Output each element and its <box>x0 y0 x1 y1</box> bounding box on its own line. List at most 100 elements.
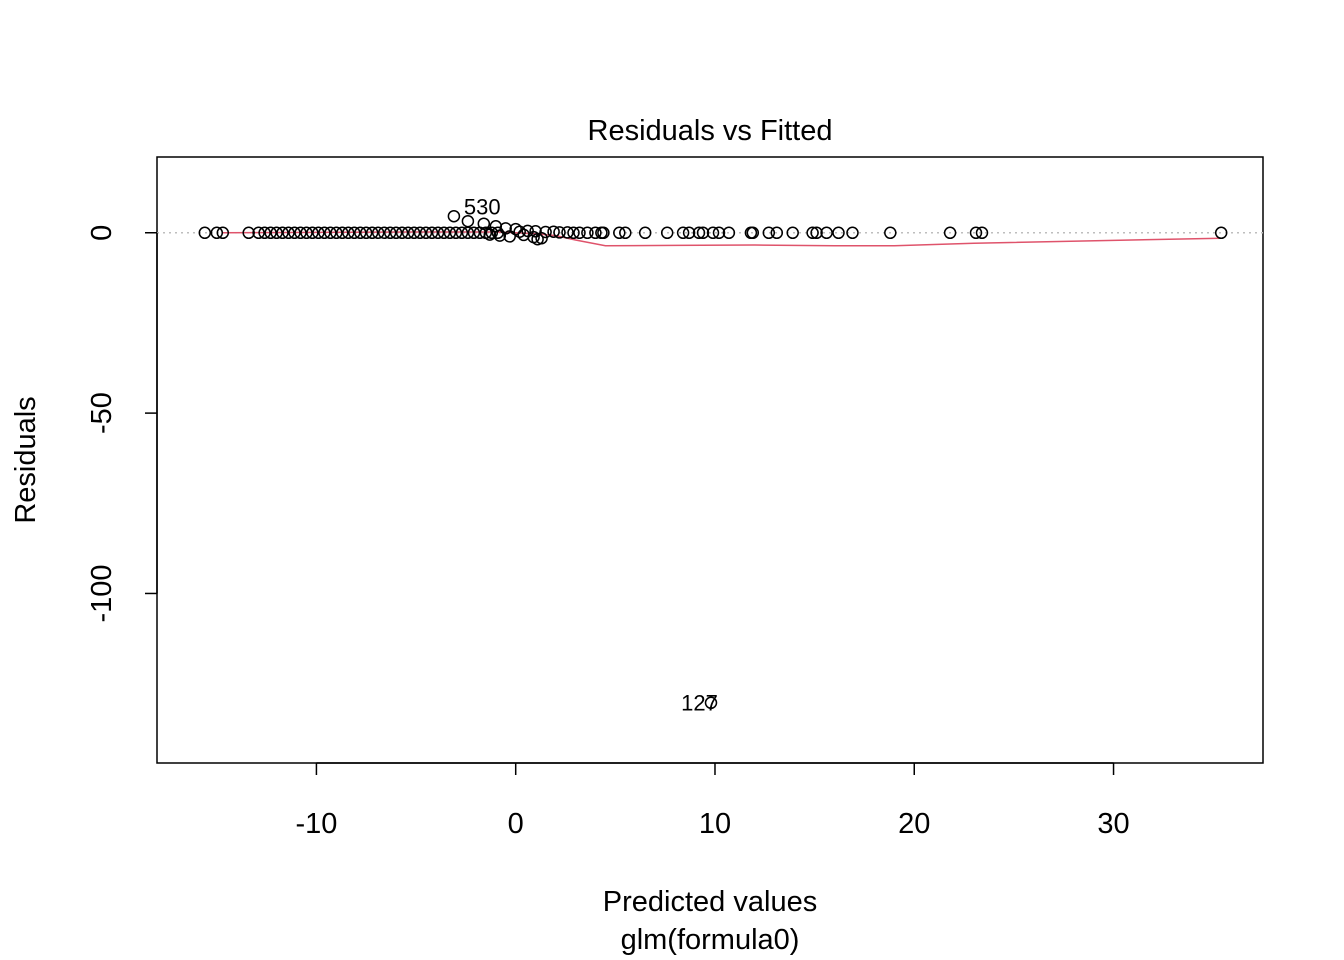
y-tick-label: -50 <box>86 392 118 434</box>
residual-point <box>573 226 586 240</box>
residual-point <box>712 226 726 240</box>
residual-point <box>483 228 497 241</box>
x-tick-label: 30 <box>1097 808 1129 840</box>
residual-point <box>485 226 499 240</box>
residual-point <box>762 226 776 240</box>
residual-point <box>467 226 481 240</box>
residual-point <box>371 226 385 240</box>
residual-point <box>820 226 833 240</box>
y-axis-label: Residuals <box>10 396 42 523</box>
residual-point <box>447 209 461 223</box>
residual-point <box>318 226 331 240</box>
residual-point <box>493 229 507 242</box>
residual-point <box>383 226 397 240</box>
residual-point <box>638 226 652 240</box>
residual-point <box>619 226 632 240</box>
residual-point <box>455 226 469 240</box>
residual-point <box>288 226 301 240</box>
residual-point <box>443 226 457 240</box>
residual-point <box>336 226 349 240</box>
residual-point <box>449 226 463 240</box>
residual-point <box>425 226 439 240</box>
residual-point <box>258 226 271 240</box>
residual-point <box>300 226 313 240</box>
smoother-line <box>222 231 1222 247</box>
residual-point <box>676 226 690 240</box>
residual-point <box>704 696 718 710</box>
residual-point <box>884 226 897 240</box>
residual-point <box>597 226 610 240</box>
x-tick-label: 20 <box>898 808 930 840</box>
residual-point <box>389 226 403 240</box>
residual-point <box>567 226 580 240</box>
residual-point <box>276 226 289 240</box>
residual-point <box>419 226 433 240</box>
residual-point <box>943 226 957 240</box>
residual-point <box>581 226 594 240</box>
residual-point <box>294 226 307 240</box>
y-tick-label: -100 <box>86 564 118 622</box>
residual-point <box>348 226 361 240</box>
residual-point <box>696 226 710 240</box>
residual-point <box>437 226 451 240</box>
residual-point <box>613 226 626 240</box>
residual-point <box>242 226 255 240</box>
residual-point <box>746 226 760 240</box>
residual-point <box>1214 226 1228 240</box>
residual-point <box>354 226 367 240</box>
residual-point <box>216 226 230 240</box>
y-axis: 0 -50 -100 <box>86 225 158 622</box>
residual-point <box>198 226 212 240</box>
residual-point <box>722 226 736 240</box>
residual-point <box>210 226 224 240</box>
residual-point <box>377 226 391 240</box>
x-axis-label: Predicted values <box>603 886 817 918</box>
residual-point <box>692 226 706 240</box>
residual-point <box>312 226 325 240</box>
plot-frame <box>156 156 1264 764</box>
residual-point <box>846 226 859 240</box>
residual-point <box>975 226 989 240</box>
residual-point <box>553 226 566 239</box>
residual-point <box>682 226 696 240</box>
residual-point <box>521 224 534 238</box>
residual-point <box>810 226 823 240</box>
y-tick-label: 0 <box>86 225 118 241</box>
residual-point <box>413 226 427 240</box>
residual-point <box>461 214 475 228</box>
residual-point <box>395 226 409 240</box>
residual-point <box>264 226 277 240</box>
residual-point <box>401 226 415 240</box>
x-tick-label: 10 <box>699 808 731 840</box>
residual-point <box>407 226 421 240</box>
residual-point <box>365 226 379 240</box>
residual-point <box>660 226 674 240</box>
x-axis-subtitle: glm(formula0) <box>621 924 800 956</box>
residual-point <box>547 225 560 238</box>
residual-point <box>832 226 845 240</box>
residual-point <box>330 226 343 240</box>
residual-point <box>342 226 355 240</box>
x-tick-label: 0 <box>508 808 524 840</box>
residual-point <box>589 226 602 240</box>
residual-point <box>270 226 283 240</box>
residual-point <box>324 226 337 240</box>
residual-point <box>359 226 373 240</box>
point-label: 530 <box>464 195 501 220</box>
residual-point <box>252 226 265 240</box>
residual-point <box>503 230 516 243</box>
residual-point <box>282 226 295 240</box>
residual-point <box>561 226 574 239</box>
residual-point <box>529 225 542 238</box>
residual-point <box>786 226 799 240</box>
chart-title: Residuals vs Fitted <box>588 115 833 147</box>
residual-point <box>770 226 784 240</box>
residual-point <box>306 226 319 240</box>
residual-point <box>806 226 819 240</box>
x-axis: -10 0 10 20 30 <box>295 762 1130 840</box>
x-tick-label: -10 <box>295 808 337 840</box>
residual-point <box>539 225 552 239</box>
residual-point <box>431 226 445 240</box>
residual-point <box>513 225 526 238</box>
